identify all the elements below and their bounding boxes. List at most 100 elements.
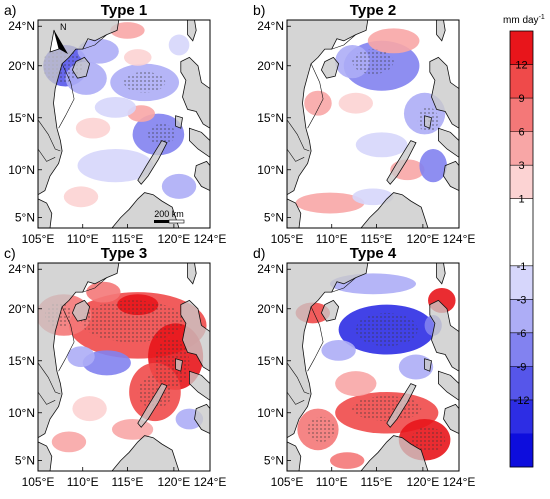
colorbar-tick-label: 9 — [518, 93, 524, 105]
palawan-island — [386, 383, 417, 428]
significance-stipple — [355, 312, 418, 347]
country-border — [82, 34, 107, 50]
mainland-coast — [38, 263, 120, 439]
colorbar-tick-label: -3 — [517, 294, 527, 306]
anomaly-field — [72, 396, 107, 422]
malay-peninsula-coast — [38, 198, 53, 228]
colorbar-swatch — [510, 198, 533, 233]
lon-tick-label: 105°E — [271, 475, 304, 489]
country-border — [331, 277, 356, 293]
anomaly-field — [75, 117, 111, 139]
panel-title: Type 1 — [101, 2, 147, 19]
lat-tick-label: 10°N — [257, 406, 284, 420]
anomaly-field — [110, 22, 145, 39]
country-border — [287, 391, 305, 405]
lat-tick-label: 10°N — [257, 163, 284, 177]
lat-tick-label: 5°N — [264, 211, 284, 225]
north-arrow-label: N — [60, 22, 67, 32]
lon-tick-label: 120°E — [157, 232, 190, 246]
country-border — [58, 306, 75, 372]
visayas-islands — [188, 127, 210, 158]
mindoro-island — [175, 358, 183, 372]
borneo-coast — [111, 435, 180, 471]
lat-tick-label: 15°N — [257, 111, 284, 125]
lat-tick-label: 5°N — [264, 454, 284, 468]
north-arrow-icon — [49, 29, 68, 54]
colorbar-tick-label: -1 — [517, 261, 527, 273]
significance-stipple — [81, 300, 185, 343]
significance-stipple — [352, 49, 394, 75]
lon-tick-label: 115°E — [111, 475, 143, 489]
mindoro-island — [424, 115, 432, 129]
lat-tick-label: 10°N — [8, 163, 35, 177]
anomaly-field — [82, 350, 131, 376]
colorbar-swatch — [510, 265, 533, 300]
panel-title: Type 4 — [350, 245, 397, 262]
anomaly-field — [352, 188, 394, 206]
hainan-island — [320, 299, 340, 322]
panel-letter: c) — [4, 245, 16, 261]
country-border — [38, 391, 56, 405]
panel-frame — [286, 262, 460, 472]
malay-peninsula-coast — [287, 198, 302, 228]
panel-letter: d) — [253, 245, 265, 261]
panel-frame — [37, 262, 211, 472]
colorbar-swatch — [510, 332, 533, 367]
country-border — [38, 148, 56, 162]
colorbar-tick-label: -9 — [517, 361, 527, 373]
colorbar-swatch — [510, 64, 533, 99]
panel-a: 24°N 20°N 15°N 10°N 5°N 105°E 110°E 115°E 120°E 1… — [4, 2, 226, 246]
lon-tick-label: 124°E — [443, 232, 476, 246]
panel-frame — [286, 19, 460, 229]
anomaly-field — [304, 90, 332, 116]
colorbar-swatch — [510, 31, 533, 65]
colorbar-swatch — [510, 131, 533, 166]
lat-tick-label: 20°N — [8, 59, 35, 73]
luzon-island — [180, 56, 210, 129]
borneo-coast — [360, 435, 429, 471]
panel-letter: a) — [4, 2, 16, 18]
lon-tick-label: 110°E — [316, 475, 348, 489]
colorbar-swatch — [510, 433, 533, 468]
colorbar-tick-label: 12 — [515, 60, 527, 72]
luzon-island — [429, 299, 459, 372]
palawan-island — [137, 140, 168, 185]
country-border — [82, 277, 107, 293]
colorbar-unit: mm day-1 — [503, 14, 545, 26]
lat-tick-label: 24°N — [8, 262, 35, 276]
lon-tick-label: 124°E — [194, 475, 227, 489]
lon-tick-label: 105°E — [22, 475, 55, 489]
anomaly-field — [51, 431, 87, 453]
lat-tick-label: 20°N — [257, 59, 284, 73]
panel-title: Type 2 — [350, 2, 396, 19]
colorbar-tick-label: -12 — [514, 395, 530, 407]
colorbar-tick-label: -6 — [517, 328, 527, 340]
lon-tick-label: 105°E — [22, 232, 55, 246]
anomaly-field — [168, 34, 190, 56]
hainan-island — [71, 299, 91, 322]
palawan-island — [386, 140, 417, 185]
panel-frame — [37, 19, 211, 229]
scale-bar-label: 200 km — [154, 209, 184, 219]
mindoro-island — [175, 115, 183, 129]
panel-c: 24°N 20°N 15°N 10°N 5°N 105°E 110°E 115°E 120°E 1… — [4, 245, 226, 489]
lon-tick-label: 110°E — [316, 232, 348, 246]
mindanao-island — [194, 403, 210, 435]
anomaly-field — [67, 346, 95, 367]
mainland-coast — [287, 20, 369, 196]
anomaly-field — [123, 49, 152, 66]
anomaly-field — [419, 148, 447, 183]
lat-tick-label: 5°N — [15, 211, 35, 225]
anomaly-field — [94, 96, 137, 118]
anomaly-field — [338, 92, 373, 114]
significance-stipple — [410, 427, 446, 453]
borneo-coast — [360, 192, 429, 228]
mainland-coast — [287, 263, 369, 439]
significance-stipple — [137, 375, 173, 409]
country-border — [58, 63, 75, 129]
lon-tick-label: 120°E — [406, 475, 439, 489]
country-border — [38, 362, 61, 395]
lat-tick-label: 15°N — [8, 111, 35, 125]
anomaly-field — [86, 281, 121, 303]
